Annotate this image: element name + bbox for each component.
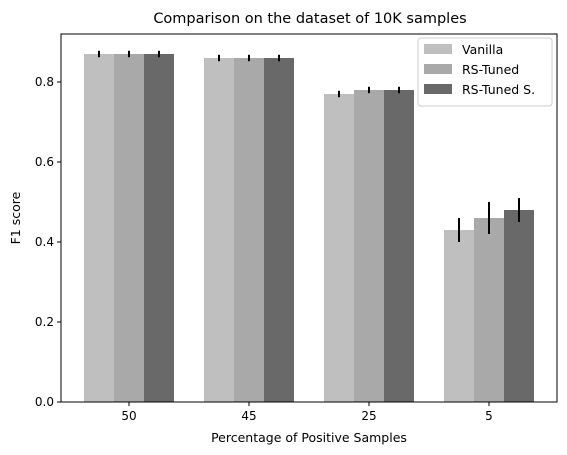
legend-swatch-3 [424,84,452,94]
chart-title: Comparison on the dataset of 10K samples [153,11,466,27]
legend-swatch-2 [424,64,452,74]
bar-3-50 [144,54,174,402]
y-axis: 0.0 0.2 0.4 0.6 0.8 [35,75,61,409]
bar-1-45 [204,58,234,402]
bar-3-25 [384,90,414,402]
x-tick-label: 45 [241,409,256,423]
bar-2-50 [114,54,144,402]
y-axis-label: F1 score [8,191,23,244]
x-tick-label: 50 [121,409,136,423]
y-tick-label: 0.8 [35,75,54,89]
bar-3-45 [264,58,294,402]
bars-group [84,54,534,402]
y-tick-label: 0.6 [35,155,54,169]
legend: Vanilla RS-Tuned RS-Tuned S. [417,37,553,107]
y-tick-label: 0.2 [35,315,54,329]
x-tick-label: 25 [361,409,376,423]
legend-label-2: RS-Tuned [462,62,519,77]
error-bars-group [98,50,520,242]
legend-label-3: RS-Tuned S. [462,82,535,97]
x-axis-label: Percentage of Positive Samples [211,430,407,445]
bar-2-25 [354,90,384,402]
bar-1-50 [84,54,114,402]
x-axis: 50 45 25 5 [121,402,493,423]
x-tick-label: 5 [485,409,493,423]
bar-2-45 [234,58,264,402]
y-tick-label: 0.0 [35,395,54,409]
bar-2-5 [474,218,504,402]
y-tick-label: 0.4 [35,235,54,249]
legend-swatch-1 [424,44,452,54]
bar-1-25 [324,94,354,402]
plot-frame [60,33,558,403]
legend-label-1: Vanilla [462,42,503,57]
bar-1-5 [444,230,474,402]
bar-3-5 [504,210,534,402]
